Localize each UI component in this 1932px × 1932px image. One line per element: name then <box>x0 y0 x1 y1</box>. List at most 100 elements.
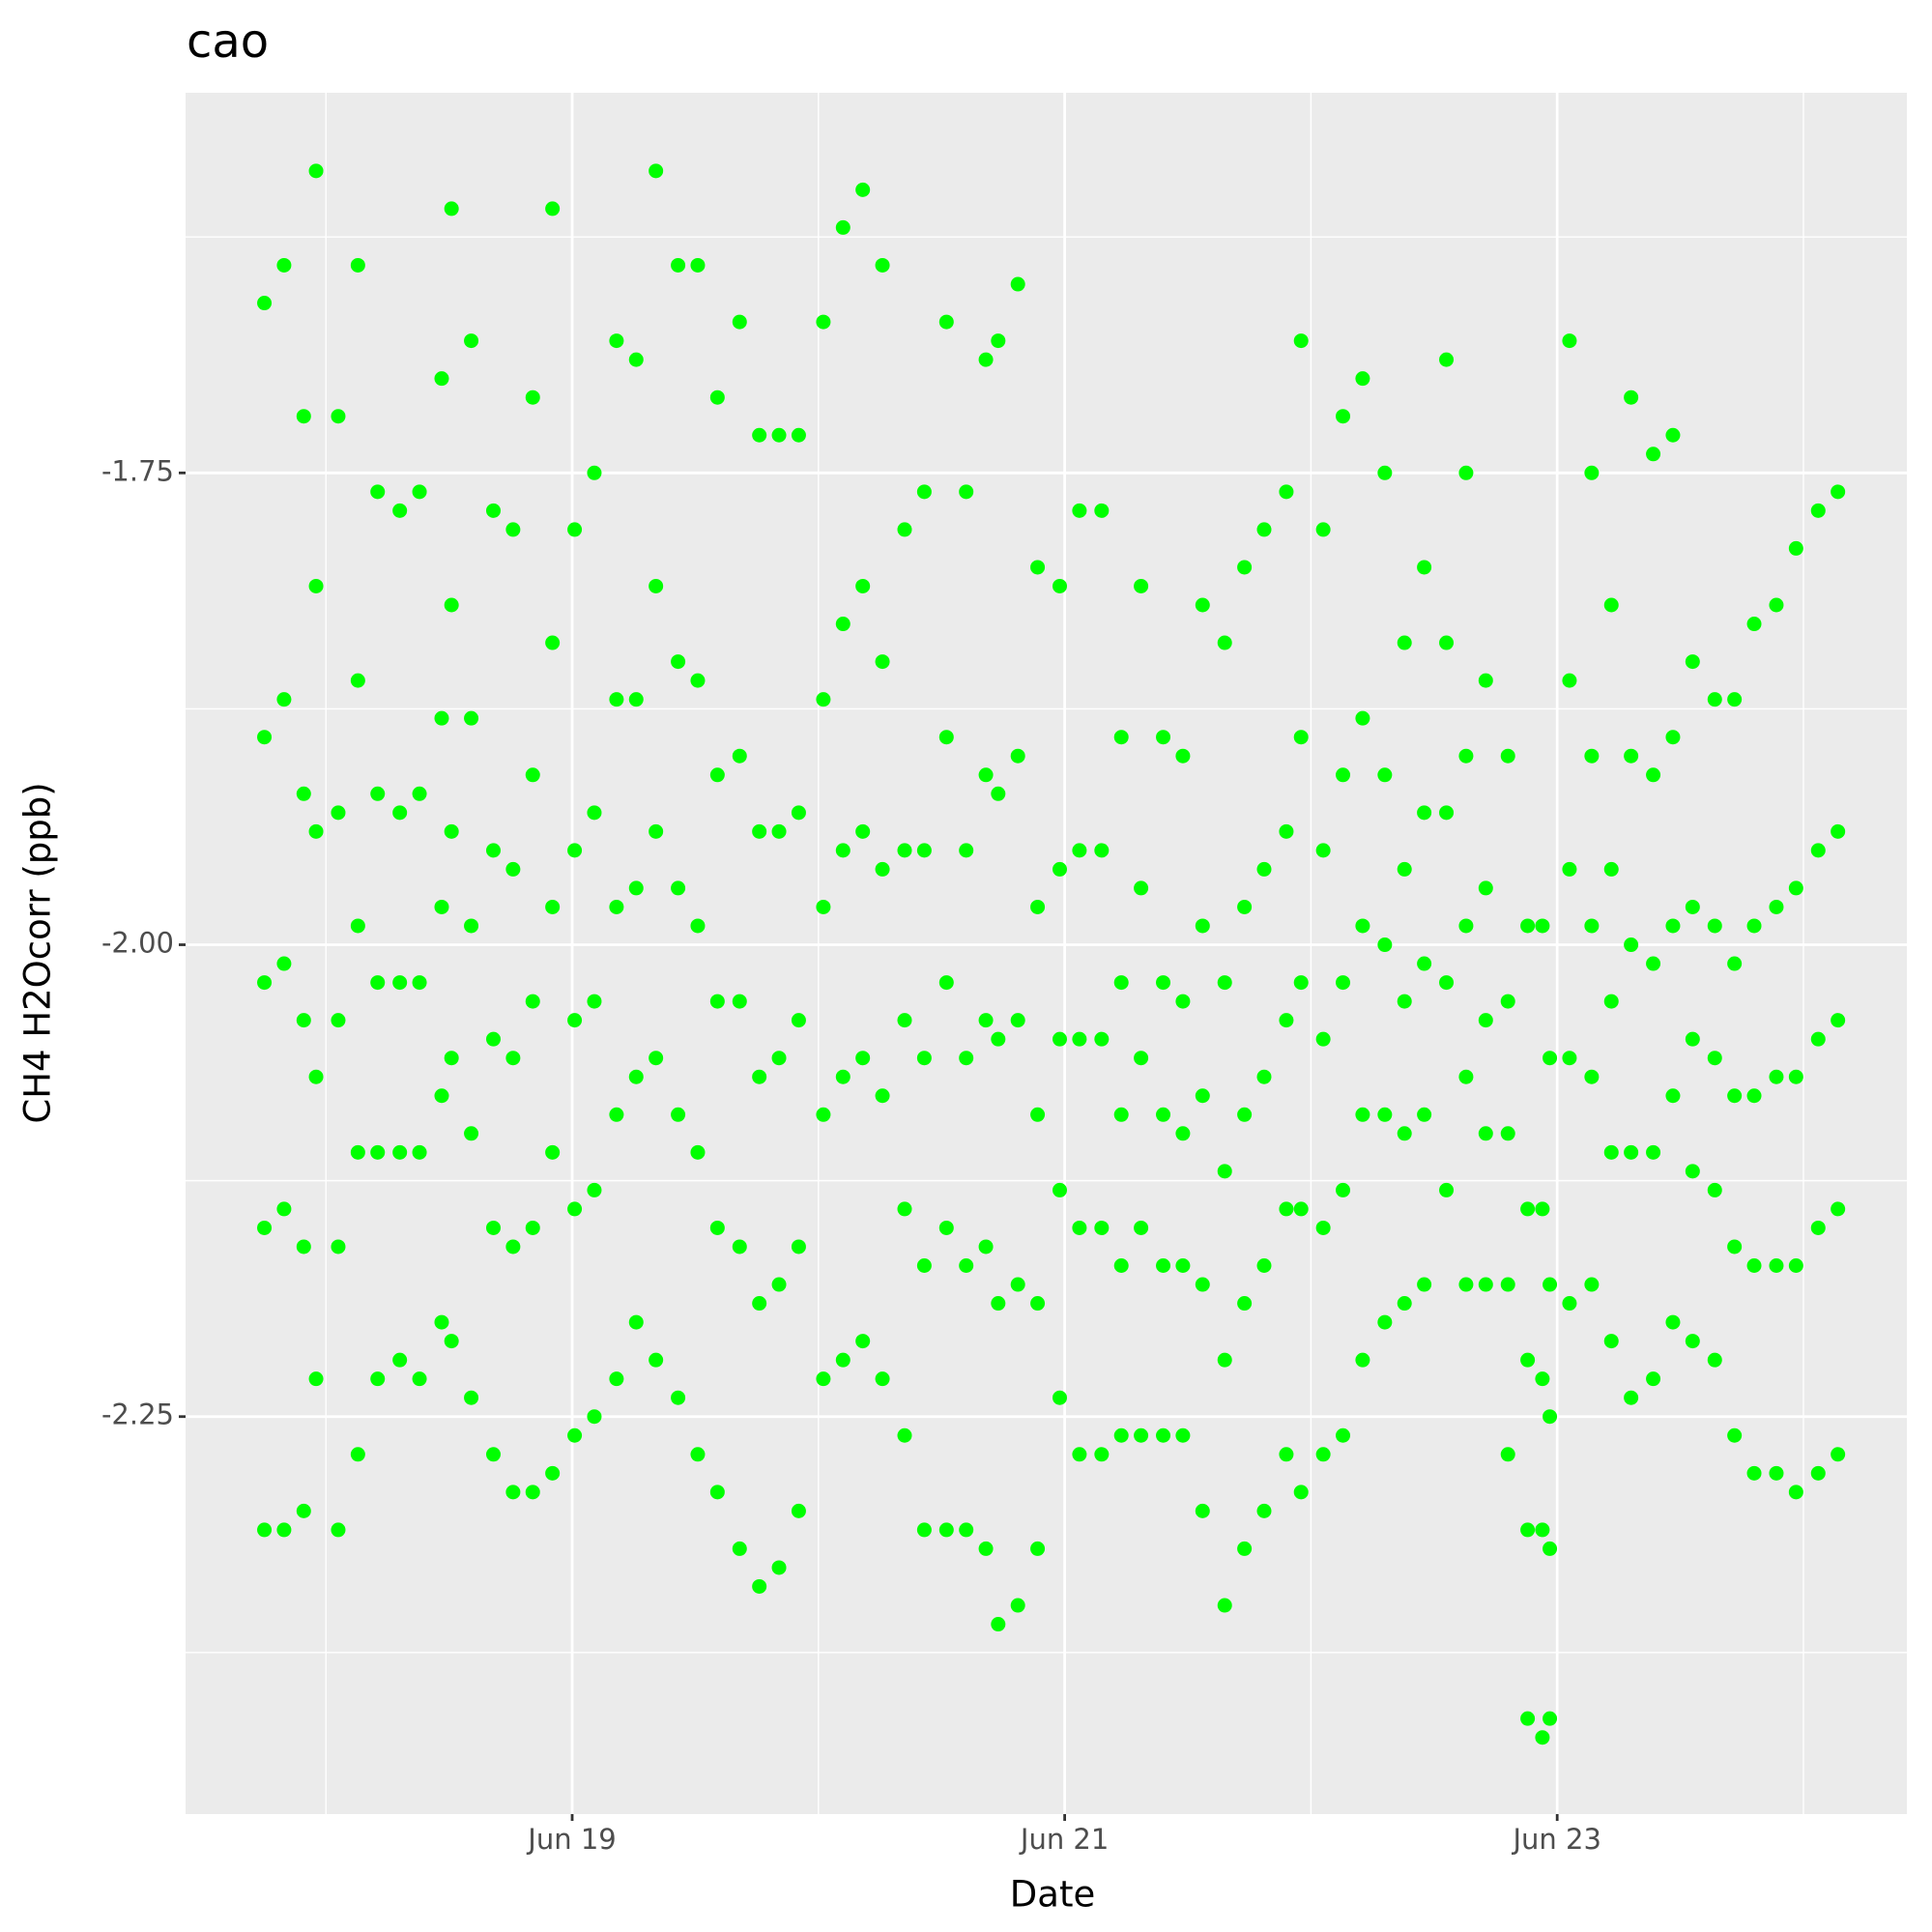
point <box>412 786 427 801</box>
point <box>1500 1126 1515 1141</box>
point <box>771 427 787 443</box>
point <box>709 389 725 405</box>
point <box>771 823 787 839</box>
point <box>257 1220 273 1235</box>
point <box>1727 692 1743 707</box>
point <box>1237 899 1253 914</box>
chart-title: cao <box>187 14 269 69</box>
point <box>1685 654 1700 670</box>
point <box>916 484 932 500</box>
point <box>1543 1541 1558 1556</box>
point <box>1458 748 1474 764</box>
point <box>1397 994 1412 1009</box>
point <box>1624 937 1639 953</box>
point <box>1603 597 1619 613</box>
point <box>1336 1182 1351 1197</box>
point <box>505 1239 521 1254</box>
point <box>444 1051 459 1066</box>
point <box>609 1107 624 1122</box>
point <box>732 994 747 1009</box>
point <box>1727 1427 1743 1443</box>
x-axis-title: Date <box>1010 1874 1095 1916</box>
point <box>1417 805 1432 821</box>
x-tick-label: Jun 21 <box>1019 1823 1109 1856</box>
point <box>308 1069 324 1084</box>
point <box>1520 1711 1536 1726</box>
point <box>1113 1258 1129 1274</box>
point <box>1665 1088 1681 1104</box>
point <box>1665 427 1681 443</box>
point <box>1562 333 1577 349</box>
point <box>276 956 292 971</box>
point <box>649 823 664 839</box>
point <box>1094 843 1110 858</box>
point <box>1727 956 1743 971</box>
point <box>434 899 449 914</box>
x-tick-label: Jun 19 <box>526 1823 616 1856</box>
point <box>1256 1258 1272 1274</box>
point <box>1685 1031 1700 1047</box>
point <box>331 409 346 424</box>
point <box>331 805 346 821</box>
point <box>1746 1088 1762 1104</box>
point <box>690 673 706 688</box>
point <box>771 1277 787 1292</box>
point <box>628 1314 644 1330</box>
point <box>855 823 871 839</box>
point <box>816 1107 831 1122</box>
point <box>1113 1107 1129 1122</box>
point <box>791 1503 806 1518</box>
point <box>1439 805 1455 821</box>
point <box>1175 1258 1191 1274</box>
point <box>1256 522 1272 537</box>
point <box>485 843 501 858</box>
point <box>485 1220 501 1235</box>
point <box>875 257 890 273</box>
point <box>1279 1013 1294 1028</box>
point <box>1417 956 1432 971</box>
point <box>1500 1277 1515 1292</box>
point <box>916 1258 932 1274</box>
point <box>1175 1427 1191 1443</box>
point <box>1336 1427 1351 1443</box>
point <box>1053 1390 1068 1405</box>
point <box>959 1522 974 1538</box>
point <box>1769 597 1784 613</box>
point <box>1315 522 1331 537</box>
point <box>1746 918 1762 934</box>
point <box>1256 1503 1272 1518</box>
point <box>545 1144 561 1160</box>
point <box>1520 1522 1536 1538</box>
y-tick-label: -1.75 <box>101 454 174 487</box>
point <box>1397 635 1412 650</box>
point <box>545 1465 561 1481</box>
point <box>1603 861 1619 877</box>
point <box>1500 1447 1515 1462</box>
point <box>875 1371 890 1387</box>
point <box>485 503 501 518</box>
point <box>1030 1541 1046 1556</box>
point <box>444 823 459 839</box>
point <box>959 843 974 858</box>
point <box>464 1126 479 1141</box>
point <box>671 1390 686 1405</box>
point <box>485 1447 501 1462</box>
point <box>1195 1088 1210 1104</box>
point <box>1355 1107 1370 1122</box>
point <box>1478 673 1493 688</box>
point <box>392 975 408 991</box>
y-axis-title: CH4 H2Ocorr (ppb) <box>17 782 59 1123</box>
point <box>1810 1465 1826 1481</box>
point <box>1134 1427 1149 1443</box>
point <box>257 730 273 745</box>
point <box>1665 918 1681 934</box>
point <box>1195 918 1210 934</box>
point <box>1175 994 1191 1009</box>
point <box>308 1371 324 1387</box>
point <box>959 1051 974 1066</box>
point <box>1584 1277 1600 1292</box>
point <box>370 1144 386 1160</box>
point <box>938 975 954 991</box>
point <box>567 1201 583 1217</box>
